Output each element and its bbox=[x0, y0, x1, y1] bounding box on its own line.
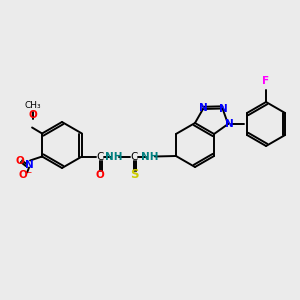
Text: N: N bbox=[199, 103, 207, 113]
Text: O: O bbox=[29, 110, 38, 119]
Text: F: F bbox=[262, 76, 270, 86]
Text: N: N bbox=[219, 103, 228, 113]
Text: C: C bbox=[96, 152, 103, 161]
Text: NH: NH bbox=[105, 152, 123, 161]
Text: N: N bbox=[225, 119, 233, 129]
Text: O: O bbox=[95, 169, 104, 179]
Text: O: O bbox=[16, 155, 25, 166]
Text: N: N bbox=[25, 160, 34, 170]
Text: O⁻: O⁻ bbox=[19, 169, 33, 179]
Text: C: C bbox=[130, 152, 138, 161]
Text: S: S bbox=[130, 168, 138, 181]
Text: NH: NH bbox=[141, 152, 159, 161]
Text: CH₃: CH₃ bbox=[25, 100, 41, 109]
